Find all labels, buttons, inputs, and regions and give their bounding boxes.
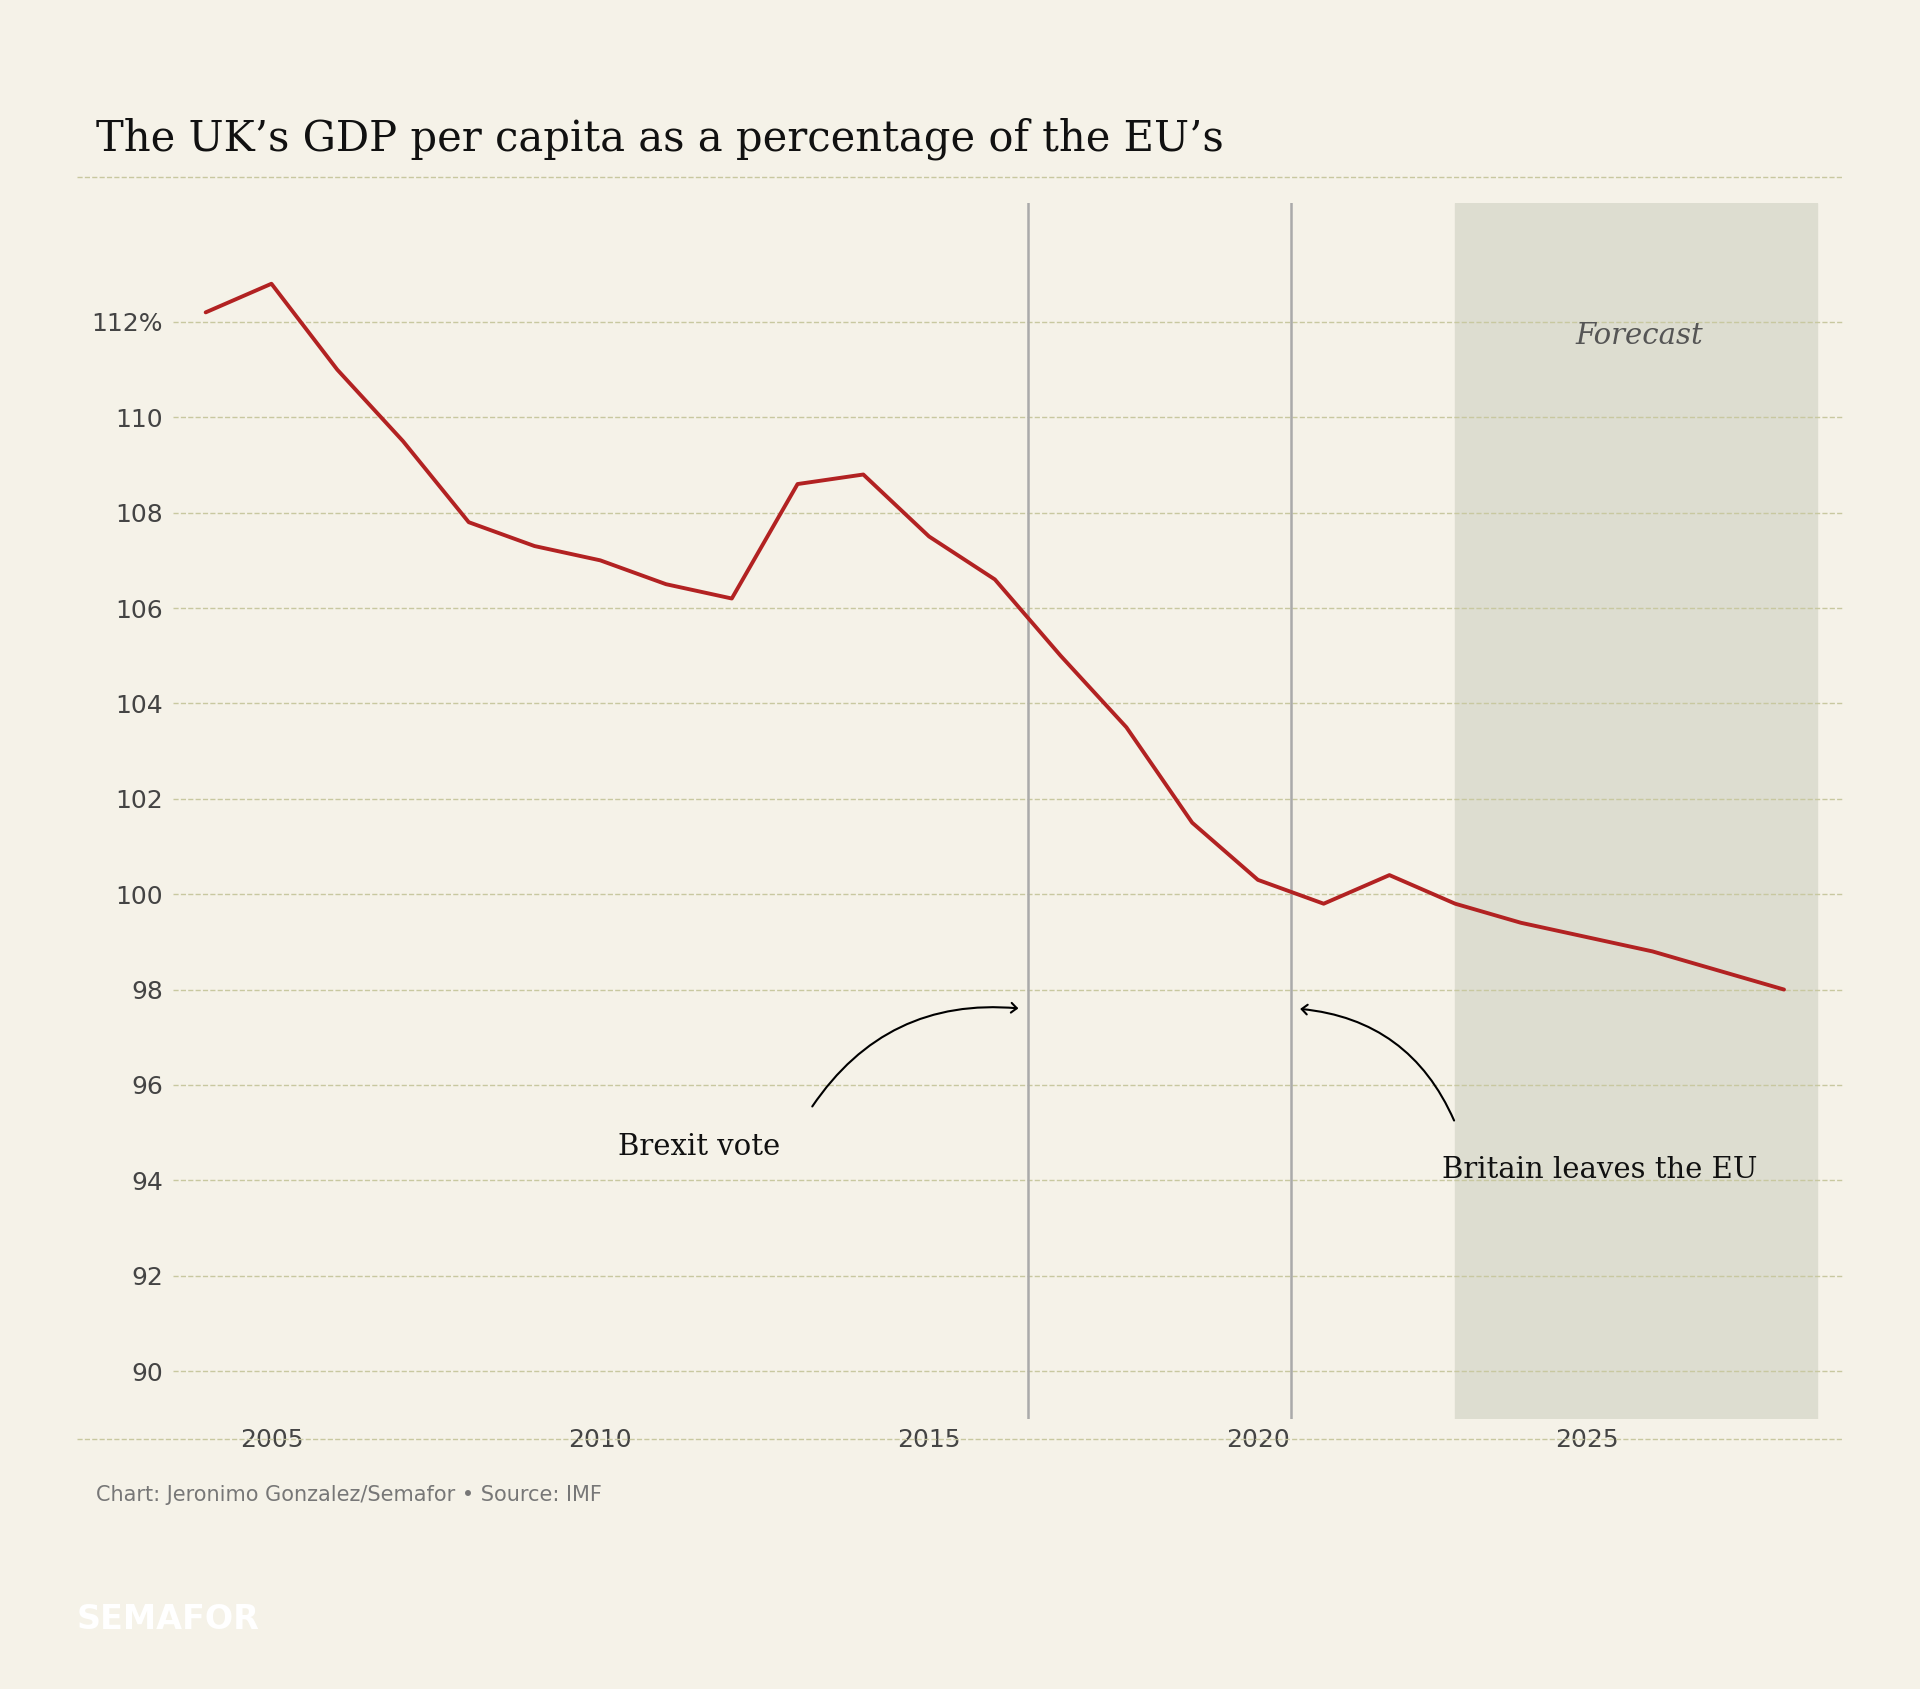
Text: Chart: Jeronimo Gonzalez/Semafor • Source: IMF: Chart: Jeronimo Gonzalez/Semafor • Sourc… xyxy=(96,1485,601,1505)
Text: SEMAFOR: SEMAFOR xyxy=(77,1603,259,1637)
Text: Forecast: Forecast xyxy=(1576,323,1703,350)
Text: The UK’s GDP per capita as a percentage of the EU’s: The UK’s GDP per capita as a percentage … xyxy=(96,118,1223,160)
Bar xyxy=(1455,203,1816,1419)
Text: Britain leaves the EU: Britain leaves the EU xyxy=(1442,1157,1757,1184)
Text: Brexit vote: Brexit vote xyxy=(618,1133,780,1160)
